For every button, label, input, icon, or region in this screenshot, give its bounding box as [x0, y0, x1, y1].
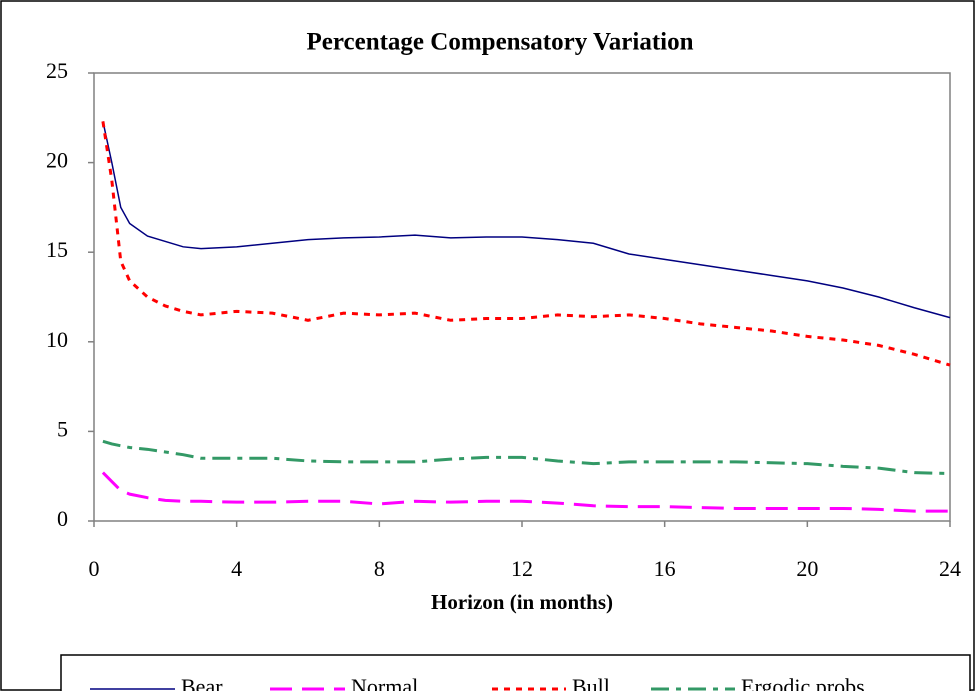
legend-label: Bear	[181, 674, 223, 691]
x-tick-label: 24	[939, 556, 961, 581]
x-tick-label: 4	[231, 556, 242, 581]
x-tick-label: 16	[654, 556, 676, 581]
series-line	[102, 439, 951, 476]
series-line	[101, 121, 951, 367]
legend-label: Normal	[351, 674, 418, 691]
y-tick-label: 10	[46, 327, 68, 352]
y-tick-label: 15	[46, 237, 68, 262]
chart-title: Percentage Compensatory Variation	[307, 29, 694, 56]
x-tick-label: 0	[89, 556, 100, 581]
y-tick-label: 20	[46, 148, 68, 173]
x-tick-label: 8	[374, 556, 385, 581]
series-line	[101, 471, 950, 513]
y-tick-label: 25	[46, 58, 68, 83]
legend-label: Bull	[572, 674, 610, 691]
x-tick-label: 20	[796, 556, 818, 581]
legend-label: Ergodic probs.	[741, 674, 870, 691]
x-tick-label: 12	[511, 556, 533, 581]
y-tick-label: 0	[57, 506, 68, 531]
x-axis-label: Horizon (in months)	[431, 590, 613, 614]
y-tick-label: 5	[57, 416, 68, 441]
series-line	[102, 121, 951, 319]
legend-box	[60, 654, 971, 691]
